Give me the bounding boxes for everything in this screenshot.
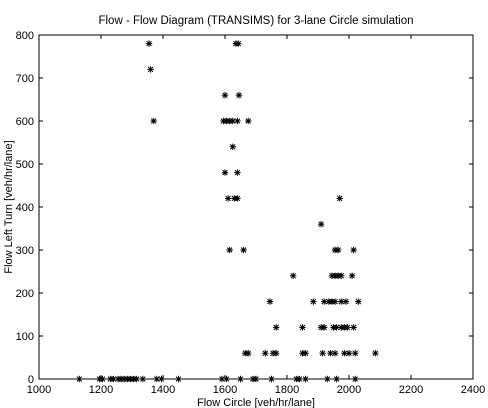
data-point (226, 246, 233, 254)
data-point (237, 375, 244, 383)
data-point (221, 169, 229, 176)
data-point (299, 324, 306, 331)
data-point (240, 246, 247, 254)
y-tick-label: 200 (16, 288, 34, 300)
data-point (350, 246, 357, 254)
data-point (355, 298, 362, 305)
data-point (147, 66, 154, 73)
data-point (290, 272, 297, 279)
data-point (175, 375, 182, 383)
y-tick-label: 600 (16, 116, 34, 128)
x-tick-label: 1800 (275, 384, 299, 396)
x-axis: 1000 1200 1400 1600 1800 2000 2200 2400 (27, 35, 485, 396)
data-point (158, 375, 165, 383)
data-point (310, 298, 317, 305)
data-point (153, 375, 160, 383)
data-point (223, 375, 230, 383)
data-point (345, 350, 353, 357)
data-point (317, 221, 325, 228)
data-point (352, 375, 359, 383)
data-point (331, 350, 339, 357)
data-point (150, 117, 157, 125)
data-point (296, 375, 303, 383)
data-point (348, 272, 356, 279)
data-point (139, 375, 147, 383)
data-point (352, 350, 359, 357)
y-tick-label: 0 (28, 374, 34, 386)
data-point (224, 195, 232, 202)
data-point (266, 298, 274, 305)
x-tick-label: 1600 (213, 384, 237, 396)
data-point (272, 324, 280, 331)
y-axis-label: Flow Left Turn [veh/hr/lane] (3, 140, 15, 273)
data-point (234, 169, 241, 176)
data-point (331, 298, 339, 305)
data-point (76, 375, 83, 383)
data-point (372, 350, 379, 357)
data-point (272, 350, 280, 357)
y-tick-label: 300 (16, 245, 34, 257)
x-tick-label: 1000 (27, 384, 51, 396)
data-point (350, 324, 357, 331)
data-point (333, 324, 340, 331)
y-tick-label: 400 (16, 202, 34, 214)
data-point (252, 375, 260, 383)
x-axis-label: Flow Circle [veh/hr/lane] (197, 397, 315, 408)
data-point (334, 246, 342, 254)
data-point (338, 272, 345, 279)
x-tick-label: 2000 (337, 384, 361, 396)
data-point (234, 117, 241, 125)
chart-title: Flow - Flow Diagram (TRANSIMS) for 3-lan… (98, 15, 413, 27)
data-point (235, 92, 243, 99)
data-point (234, 195, 241, 202)
data-point (99, 375, 106, 383)
data-point (344, 324, 351, 331)
data-point (333, 375, 340, 383)
data-point (319, 350, 326, 357)
data-point (245, 117, 252, 125)
data-point (324, 375, 331, 383)
data-point (321, 324, 328, 331)
x-tick-label: 2400 (461, 384, 485, 396)
y-axis: 0 100 200 300 400 500 600 700 800 (16, 30, 473, 386)
data-point (336, 195, 343, 202)
x-tick-label: 1400 (151, 384, 175, 396)
y-tick-label: 500 (16, 159, 34, 171)
data-point (133, 375, 140, 383)
data-point (342, 298, 350, 305)
y-tick-label: 800 (16, 30, 34, 42)
data-point (262, 350, 269, 357)
x-tick-label: 1200 (89, 384, 113, 396)
data-point (245, 350, 252, 357)
data-point (229, 143, 236, 150)
data-points (76, 40, 379, 383)
data-point (218, 375, 226, 383)
data-point (302, 350, 309, 357)
y-tick-label: 100 (16, 331, 34, 343)
data-point (145, 40, 153, 47)
y-tick-label: 700 (16, 73, 34, 85)
data-point (110, 375, 117, 383)
data-point (268, 375, 275, 383)
data-point (221, 92, 229, 99)
data-point (235, 40, 242, 47)
x-tick-label: 2200 (399, 384, 423, 396)
data-point (302, 375, 309, 383)
